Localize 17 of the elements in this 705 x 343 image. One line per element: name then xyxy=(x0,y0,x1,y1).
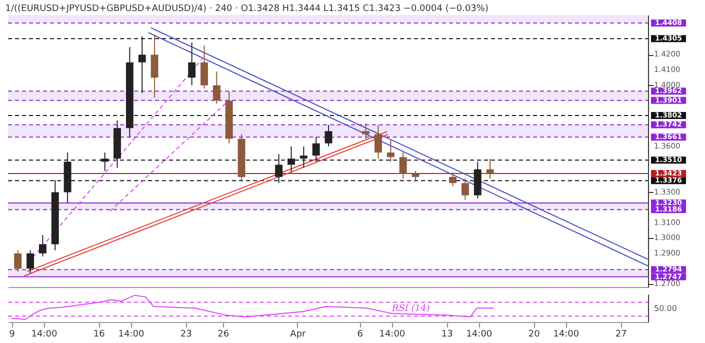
x-tick-label: 14:00 xyxy=(466,330,492,340)
x-tick-label: 13 xyxy=(441,330,453,340)
x-tick-label: Apr xyxy=(290,330,306,340)
x-tick-label: 23 xyxy=(180,330,192,340)
x-tick-label: 26 xyxy=(218,330,230,340)
x-tick-label: 20 xyxy=(528,330,540,340)
x-tick-label: 14:00 xyxy=(553,330,580,340)
annotation: RSI (14) xyxy=(391,304,430,314)
x-tick-label: 14:00 xyxy=(379,330,406,340)
chart-title: 1/((EURUSD+JPYUSD+GBPUSD+AUDUSD)/4) · 240 · O1.3428 H1.3444 L1.3415 C1.3423 −0.0004 (−0.03%) xyxy=(5,4,488,14)
x-tick-label: 14:00 xyxy=(31,330,58,340)
x-tick-label: 6 xyxy=(357,330,364,340)
text: 50.00 xyxy=(654,304,677,313)
x-tick-label: 16 xyxy=(93,330,106,340)
x-tick-label: 27 xyxy=(615,330,627,340)
x-tick-label: 14:00 xyxy=(118,330,144,340)
x-tick-label: 9 xyxy=(9,330,16,340)
